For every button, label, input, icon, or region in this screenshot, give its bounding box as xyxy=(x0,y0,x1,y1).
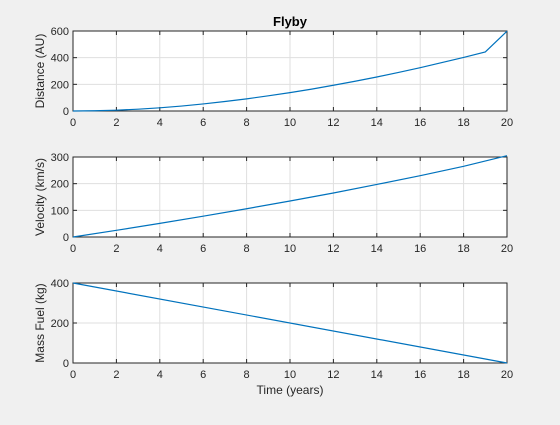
x-tick-label: 6 xyxy=(200,117,206,129)
x-tick-label: 10 xyxy=(284,117,296,129)
series-line-1 xyxy=(72,155,508,238)
x-tick-label: 8 xyxy=(244,369,250,381)
x-tick-label: 14 xyxy=(371,369,383,381)
y-axis-label: Velocity (km/s) xyxy=(33,158,47,236)
x-tick-label: 20 xyxy=(501,369,513,381)
x-tick-label: 18 xyxy=(457,117,469,129)
series-line-1 xyxy=(72,30,508,112)
y-tick-label: 600 xyxy=(51,26,69,38)
y-tick-label: 400 xyxy=(51,278,69,290)
x-tick-label: 2 xyxy=(113,243,119,255)
x-tick-label: 14 xyxy=(371,243,383,255)
x-tick-label: 4 xyxy=(157,369,163,381)
y-tick-label: 300 xyxy=(51,152,69,164)
x-tick-label: 18 xyxy=(457,243,469,255)
y-axis-label: Mass Fuel (kg) xyxy=(33,283,47,362)
y-tick-label: 400 xyxy=(51,53,69,65)
x-axis-label: Time (years) xyxy=(257,383,324,397)
x-tick-label: 0 xyxy=(70,117,76,129)
x-tick-label: 0 xyxy=(70,243,76,255)
y-tick-label: 0 xyxy=(63,358,69,370)
x-tick-label: 16 xyxy=(414,117,426,129)
y-tick-label: 200 xyxy=(51,79,69,91)
x-tick-label: 16 xyxy=(414,243,426,255)
y-tick-label: 0 xyxy=(63,106,69,118)
x-tick-label: 12 xyxy=(327,117,339,129)
y-tick-label: 0 xyxy=(63,232,69,244)
x-tick-label: 16 xyxy=(414,369,426,381)
x-tick-label: 20 xyxy=(501,117,513,129)
x-tick-label: 8 xyxy=(244,243,250,255)
x-tick-label: 14 xyxy=(371,117,383,129)
x-tick-label: 6 xyxy=(200,243,206,255)
x-tick-label: 20 xyxy=(501,243,513,255)
y-tick-label: 100 xyxy=(51,205,69,217)
x-tick-label: 6 xyxy=(200,369,206,381)
x-tick-label: 12 xyxy=(327,243,339,255)
y-tick-label: 200 xyxy=(51,179,69,191)
figure-title: Flyby xyxy=(273,14,308,29)
x-tick-label: 2 xyxy=(113,117,119,129)
y-tick-label: 200 xyxy=(51,318,69,330)
x-tick-label: 2 xyxy=(113,369,119,381)
x-tick-label: 8 xyxy=(244,117,250,129)
x-tick-label: 10 xyxy=(284,243,296,255)
x-tick-label: 0 xyxy=(70,369,76,381)
x-tick-label: 4 xyxy=(157,117,163,129)
x-tick-label: 4 xyxy=(157,243,163,255)
y-axis-label: Distance (AU) xyxy=(33,34,47,109)
x-tick-label: 12 xyxy=(327,369,339,381)
series-line-1 xyxy=(72,282,508,364)
x-tick-label: 18 xyxy=(457,369,469,381)
x-tick-label: 10 xyxy=(284,369,296,381)
